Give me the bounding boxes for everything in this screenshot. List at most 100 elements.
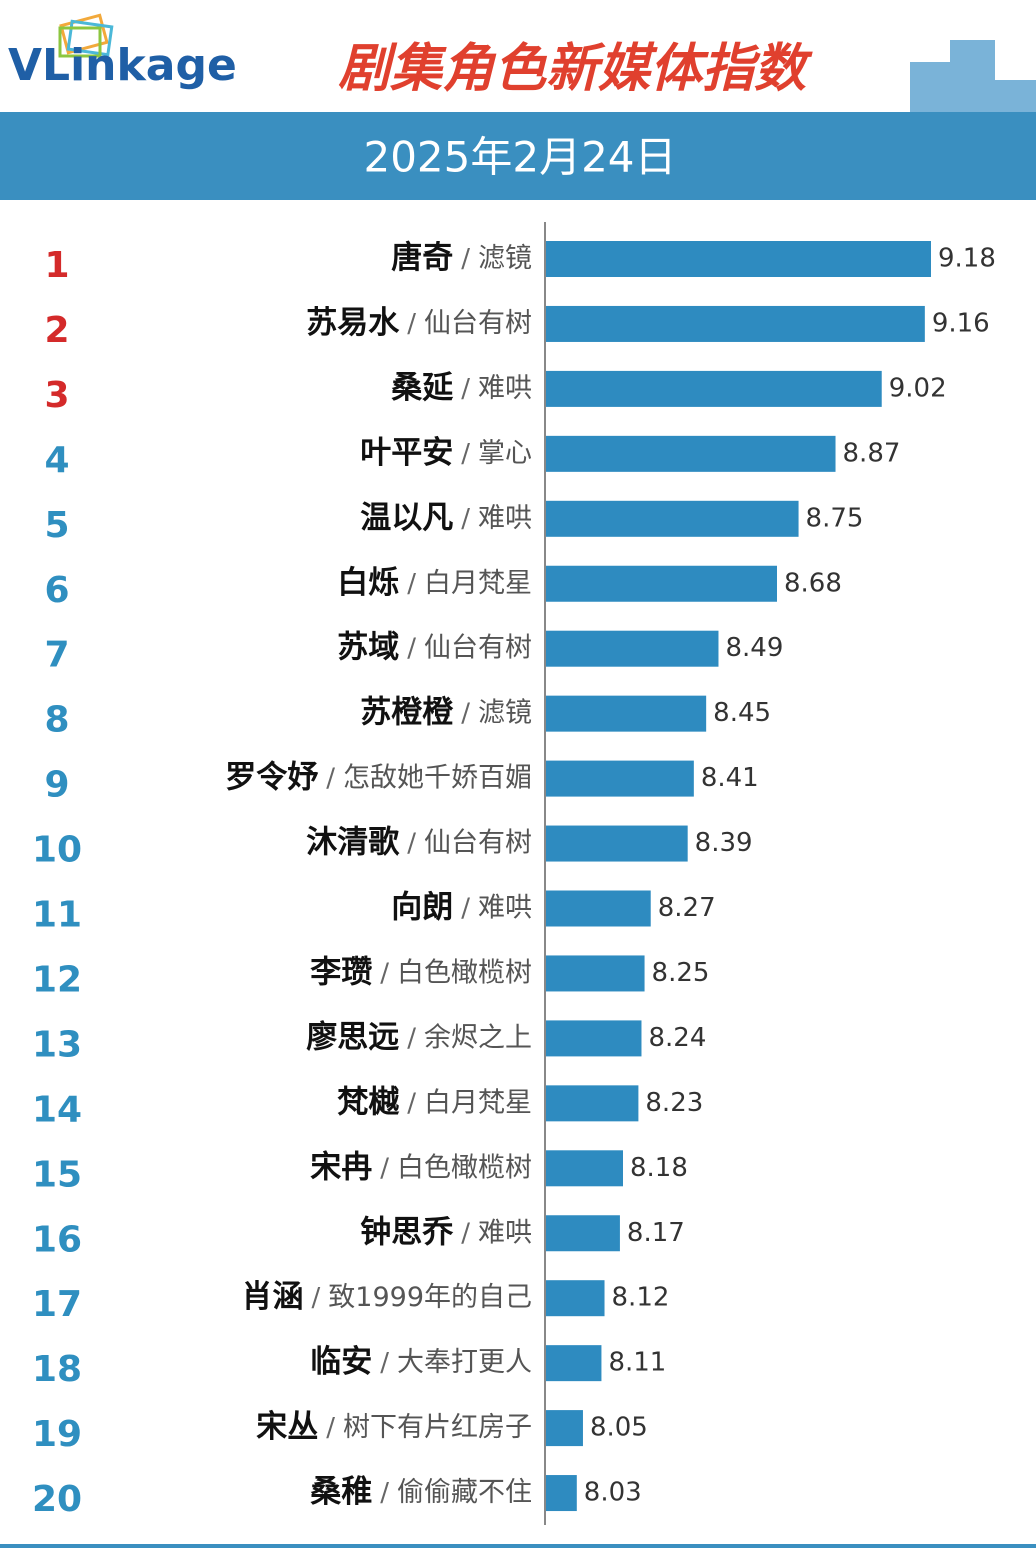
- drama-name: 掌心: [478, 437, 532, 468]
- bar: [546, 241, 931, 277]
- separator: /: [461, 244, 470, 274]
- separator: /: [407, 1088, 416, 1118]
- separator: /: [380, 1348, 389, 1378]
- value-label: 8.17: [627, 1218, 685, 1248]
- row-label: 廖思远 / 余烬之上: [306, 1019, 532, 1055]
- rank: 7: [44, 635, 69, 676]
- rank: 12: [32, 959, 82, 1000]
- bar: [546, 1280, 605, 1317]
- drama-name: 白月梵星: [424, 1087, 532, 1118]
- character-name: 叶平安: [360, 434, 453, 470]
- chart-title: 剧集角色新媒体指数: [338, 39, 813, 99]
- character-name: 肖涵: [242, 1279, 304, 1315]
- bar: [546, 760, 694, 797]
- bar: [546, 955, 645, 992]
- bar: [546, 890, 651, 927]
- bar: [546, 370, 882, 407]
- character-name: 苏域: [337, 629, 399, 665]
- value-label: 8.49: [725, 633, 783, 663]
- row-label: 苏易水 / 仙台有树: [306, 304, 532, 340]
- separator: /: [407, 568, 416, 598]
- drama-name: 余烬之上: [424, 1022, 532, 1053]
- row-label: 苏域 / 仙台有树: [337, 629, 532, 665]
- drama-name: 怎敌她千娇百媚: [343, 762, 532, 793]
- character-name: 向朗: [391, 889, 453, 925]
- bottom-border: [0, 1544, 1036, 1548]
- drama-name: 难哄: [478, 372, 532, 403]
- bar: [546, 1020, 642, 1057]
- rank: 14: [32, 1089, 82, 1130]
- rank: 3: [44, 375, 69, 416]
- rows: 1 唐奇 / 滤镜 9.182 苏易水 / 仙台有树 9.163 桑延 / 难哄 9.024 叶平安 / 掌心…: [32, 240, 996, 1521]
- separator: /: [380, 958, 389, 988]
- row-label: 钟思乔 / 难哄: [360, 1214, 532, 1250]
- row-label: 向朗 / 难哄: [391, 889, 532, 925]
- row-label: 桑稚 / 偷偷藏不住: [310, 1474, 532, 1510]
- rank: 2: [44, 310, 69, 351]
- bar: [546, 1410, 583, 1447]
- date-band: [0, 112, 1036, 200]
- value-label: 8.12: [612, 1283, 670, 1313]
- drama-name: 仙台有树: [424, 632, 532, 663]
- logo-icon: [58, 13, 114, 58]
- separator: /: [380, 1478, 389, 1508]
- drama-name: 难哄: [478, 892, 532, 923]
- rank: 10: [32, 830, 82, 871]
- character-name: 桑稚: [310, 1474, 372, 1510]
- bar: [546, 1215, 620, 1252]
- bar: [546, 1345, 602, 1382]
- value-label: 8.87: [843, 438, 901, 468]
- row-label: 宋丛 / 树下有片红房子: [256, 1409, 532, 1445]
- row-label: 罗令妤 / 怎敌她千娇百媚: [225, 759, 532, 795]
- character-name: 苏橙橙: [360, 694, 454, 730]
- rank: 17: [32, 1284, 82, 1325]
- drama-name: 滤镜: [478, 697, 532, 728]
- separator: /: [461, 373, 470, 403]
- logo: VLinkage: [8, 40, 237, 91]
- value-label: 9.16: [932, 308, 990, 338]
- value-label: 8.05: [590, 1413, 648, 1443]
- rank: 9: [44, 765, 69, 806]
- rank: 11: [32, 895, 82, 936]
- bar: [546, 435, 836, 472]
- drama-name: 大奉打更人: [397, 1347, 532, 1378]
- character-name: 李瓒: [310, 954, 372, 990]
- separator: /: [461, 1218, 470, 1248]
- row-label: 苏橙橙 / 滤镜: [360, 694, 532, 730]
- rank: 18: [32, 1349, 82, 1390]
- rank: 19: [32, 1414, 82, 1455]
- podium-icon: [910, 40, 1036, 112]
- value-label: 8.23: [645, 1088, 703, 1118]
- character-name: 钟思乔: [360, 1214, 454, 1250]
- row-label: 李瓒 / 白色橄榄树: [310, 954, 532, 990]
- drama-name: 难哄: [478, 502, 532, 533]
- row-label: 肖涵 / 致1999年的自己: [242, 1279, 532, 1315]
- value-label: 8.03: [584, 1478, 642, 1508]
- value-label: 8.24: [648, 1023, 706, 1053]
- character-name: 温以凡: [360, 499, 453, 535]
- value-label: 8.41: [701, 763, 759, 793]
- separator: /: [461, 438, 470, 468]
- value-label: 9.18: [938, 244, 996, 274]
- row-label: 梵樾 / 白月梵星: [337, 1084, 532, 1120]
- separator: /: [326, 1413, 335, 1443]
- character-name: 宋丛: [256, 1409, 318, 1445]
- bar: [546, 305, 925, 342]
- rank: 16: [32, 1219, 82, 1260]
- drama-name: 仙台有树: [424, 307, 532, 338]
- row-label: 宋冉 / 白色橄榄树: [310, 1149, 532, 1185]
- value-label: 8.75: [806, 503, 864, 533]
- character-name: 梵樾: [337, 1084, 400, 1120]
- value-label: 8.45: [713, 698, 771, 728]
- character-name: 宋冉: [310, 1149, 372, 1185]
- row-label: 临安 / 大奉打更人: [310, 1344, 532, 1380]
- character-name: 临安: [310, 1344, 372, 1380]
- rank: 15: [32, 1154, 82, 1195]
- row-label: 叶平安 / 掌心: [360, 434, 532, 470]
- bar: [546, 565, 777, 602]
- separator: /: [312, 1283, 321, 1313]
- row-label: 唐奇 / 滤镜: [391, 240, 532, 276]
- rank: 6: [44, 570, 69, 611]
- separator: /: [407, 633, 416, 663]
